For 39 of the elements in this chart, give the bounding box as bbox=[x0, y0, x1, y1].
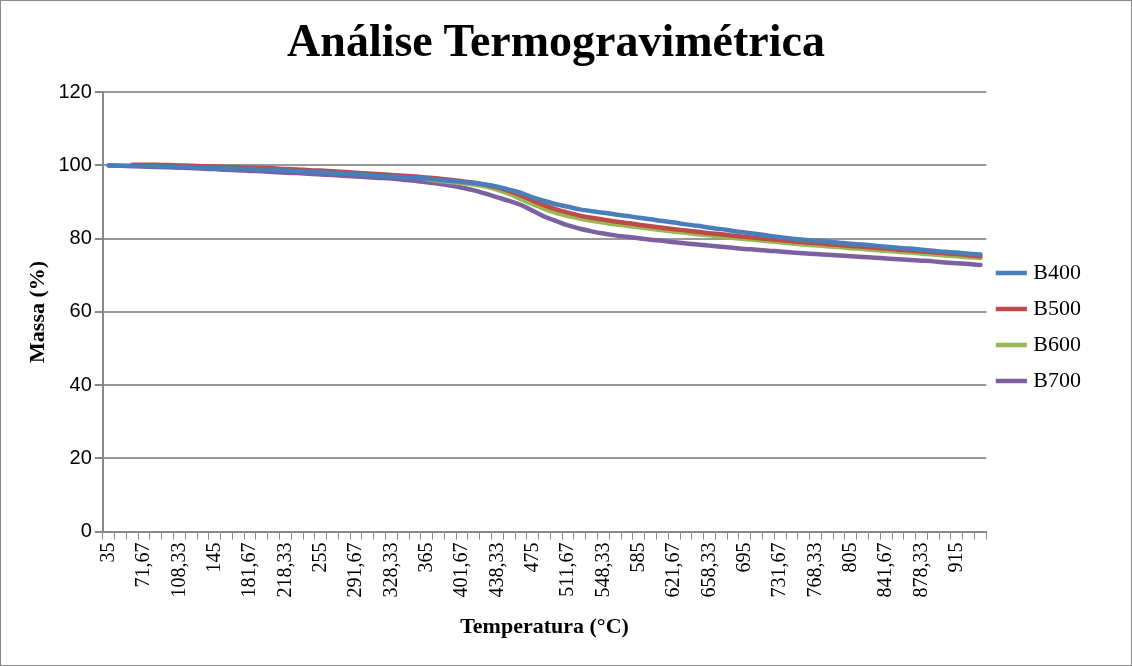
legend-label: B600 bbox=[1033, 330, 1082, 356]
y-tick-label: 80 bbox=[69, 226, 92, 249]
legend-label: B700 bbox=[1033, 366, 1082, 392]
x-axis-title: Temperatura (°C) bbox=[460, 613, 629, 639]
x-tick-label: 511,67 bbox=[555, 542, 578, 597]
x-tick-label: 621,67 bbox=[661, 542, 684, 598]
legend-label: B400 bbox=[1033, 258, 1082, 284]
legend-label: B500 bbox=[1033, 294, 1082, 320]
x-tick-label: 401,67 bbox=[449, 542, 472, 598]
chart-title: Análise Termogravimétrica bbox=[287, 15, 825, 67]
x-tick-label: 695 bbox=[732, 542, 755, 573]
x-tick-label: 768,33 bbox=[802, 542, 825, 598]
x-tick-label: 328,33 bbox=[378, 542, 401, 598]
y-tick-label: 100 bbox=[58, 152, 92, 175]
x-tick-label: 438,33 bbox=[484, 542, 507, 598]
y-tick-label: 0 bbox=[80, 519, 92, 542]
y-tick-label: 60 bbox=[69, 299, 92, 322]
x-tick-label: 548,33 bbox=[590, 542, 613, 598]
y-tick-label: 20 bbox=[69, 445, 92, 468]
x-tick-label: 475 bbox=[520, 542, 543, 573]
x-tick-label: 71,67 bbox=[131, 542, 154, 588]
x-tick-label: 365 bbox=[413, 542, 436, 573]
x-tick-label: 841,67 bbox=[873, 542, 896, 598]
y-tick-label: 120 bbox=[58, 79, 92, 102]
x-tick-label: 181,67 bbox=[237, 542, 260, 598]
x-tick-label: 35 bbox=[95, 542, 118, 563]
x-tick-label: 585 bbox=[626, 542, 649, 573]
x-tick-label: 255 bbox=[307, 542, 330, 573]
x-tick-label: 658,33 bbox=[696, 542, 719, 598]
y-tick-label: 40 bbox=[69, 372, 92, 395]
x-tick-label: 731,67 bbox=[767, 542, 790, 598]
x-tick-label: 291,67 bbox=[343, 542, 366, 598]
y-axis-title: Massa (%) bbox=[23, 260, 49, 363]
x-tick-label: 108,33 bbox=[166, 542, 189, 598]
x-tick-label: 805 bbox=[838, 542, 861, 573]
x-tick-label: 915 bbox=[944, 542, 967, 573]
x-tick-label: 218,33 bbox=[272, 542, 295, 598]
x-tick-label: 145 bbox=[201, 542, 224, 573]
x-tick-label: 878,33 bbox=[908, 542, 931, 598]
